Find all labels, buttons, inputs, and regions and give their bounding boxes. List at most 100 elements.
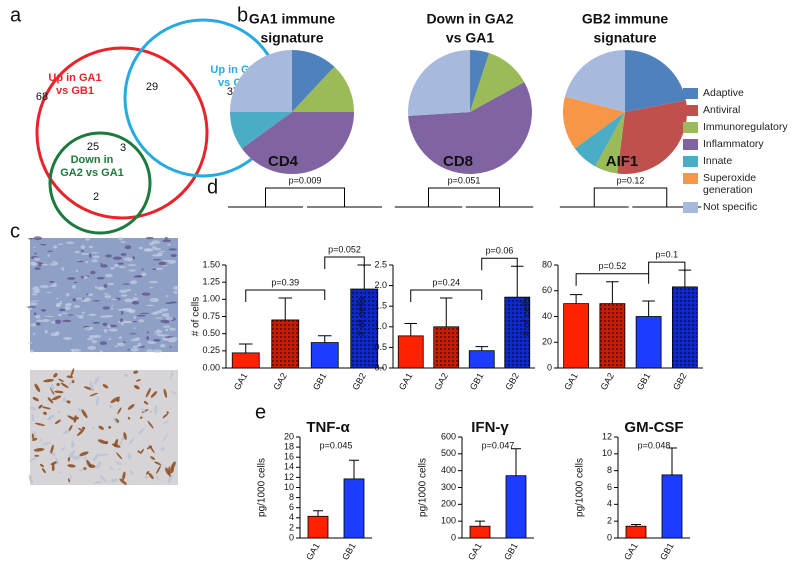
stained-cell xyxy=(50,461,58,466)
tissue-texture xyxy=(99,350,103,353)
stained-cell xyxy=(31,413,35,422)
bar xyxy=(505,475,527,539)
y-tick-label: 0.00 xyxy=(202,362,220,372)
stained-cell xyxy=(150,456,156,460)
venn-set-label: Up in GA1 xyxy=(48,72,101,84)
stained-cell xyxy=(89,392,98,397)
venn-count: 68 xyxy=(36,91,48,103)
tissue-texture xyxy=(65,241,75,244)
tissue-texture xyxy=(158,261,167,266)
bar xyxy=(271,319,300,369)
stained-cell xyxy=(154,404,157,415)
x-tick-label: GB1 xyxy=(658,541,676,562)
tissue-texture xyxy=(73,304,81,308)
stained-cell xyxy=(67,478,70,483)
error-bar xyxy=(404,323,417,336)
stained-cell xyxy=(119,478,127,485)
stained-cell xyxy=(72,455,83,460)
stained-cell xyxy=(154,461,162,466)
error-bar xyxy=(631,524,641,527)
stained-cell xyxy=(78,407,81,412)
comparison-bracket xyxy=(324,256,365,269)
stained-cell xyxy=(41,441,52,446)
y-tick-label: 14 xyxy=(284,462,294,472)
bar xyxy=(397,335,424,369)
legend-swatch xyxy=(683,156,698,167)
error-bar xyxy=(357,264,371,290)
tissue-texture xyxy=(167,339,177,343)
tissue-texture xyxy=(113,345,119,348)
tissue-texture xyxy=(110,307,114,310)
stained-cell xyxy=(156,465,161,474)
pie-title: signature xyxy=(260,30,323,46)
error-bar xyxy=(475,346,488,351)
stained-cell xyxy=(127,453,132,460)
tissue-texture xyxy=(123,257,134,262)
stained-cell xyxy=(43,411,47,416)
tissue-texture xyxy=(144,248,154,252)
y-tick-label: 0 xyxy=(451,532,456,542)
stained-cell xyxy=(123,373,129,377)
tissue-texture xyxy=(66,277,76,280)
stained-cell xyxy=(78,427,83,431)
y-tick-label: 6 xyxy=(289,502,294,512)
y-tick-label: 6 xyxy=(607,482,612,492)
x-tick-label: GA1 xyxy=(397,371,415,392)
tissue-texture xyxy=(141,272,147,277)
y-tick-label: 600 xyxy=(441,431,456,441)
tissue-texture xyxy=(91,339,98,344)
tissue-texture xyxy=(124,320,133,324)
tissue-texture xyxy=(92,255,100,259)
y-tick-label: 40 xyxy=(542,311,552,321)
tissue-texture xyxy=(55,261,59,265)
stained-cell xyxy=(170,467,174,474)
stained-cell xyxy=(51,395,62,401)
chart-title: CD4 xyxy=(268,153,299,170)
bar xyxy=(671,286,698,369)
stained-cell xyxy=(41,468,46,474)
tissue-texture xyxy=(70,348,74,351)
tissue-texture xyxy=(87,345,97,350)
venn-set xyxy=(48,131,152,235)
tissue-texture xyxy=(62,319,72,323)
legend-label: Innate xyxy=(703,155,733,167)
tissue-texture xyxy=(169,346,172,348)
stained-cell xyxy=(108,404,113,409)
y-tick-label: 0 xyxy=(607,532,612,542)
tissue-texture xyxy=(104,273,113,278)
tissue-texture xyxy=(129,260,132,262)
error-bar xyxy=(475,520,485,527)
tissue-texture xyxy=(149,297,160,303)
tissue-texture xyxy=(80,253,90,255)
p-value: p=0.047 xyxy=(482,440,515,450)
y-tick-label: 1.0 xyxy=(374,321,387,331)
tissue-texture xyxy=(88,245,94,249)
tissue-texture xyxy=(173,285,180,290)
venn-set xyxy=(35,46,209,220)
tissue-texture xyxy=(118,336,122,339)
tissue-texture xyxy=(154,247,162,251)
x-tick-label: GA2 xyxy=(271,371,289,392)
x-tick-label: GA1 xyxy=(232,371,250,392)
tissue-texture xyxy=(39,284,50,289)
pie-slice xyxy=(470,53,525,112)
tissue-texture xyxy=(29,349,34,353)
stained-cell xyxy=(38,404,43,409)
y-tick-label: 0.50 xyxy=(202,328,220,338)
bar xyxy=(625,525,647,539)
stained-cell xyxy=(116,452,123,460)
tissue-texture xyxy=(88,335,98,339)
tissue-texture xyxy=(162,325,171,328)
pie-title: GA1 immune xyxy=(249,11,336,27)
venn-count: 3 xyxy=(120,142,126,154)
tissue-texture xyxy=(49,280,55,283)
stained-cell xyxy=(114,438,119,448)
y-tick-label: 0 xyxy=(289,532,294,542)
tissue-texture xyxy=(52,260,56,263)
tissue-texture xyxy=(120,241,126,243)
tissue-texture xyxy=(146,349,154,353)
stained-cell xyxy=(120,437,125,441)
tissue-texture xyxy=(102,322,108,327)
bar xyxy=(563,303,590,369)
tissue-texture xyxy=(83,327,93,331)
